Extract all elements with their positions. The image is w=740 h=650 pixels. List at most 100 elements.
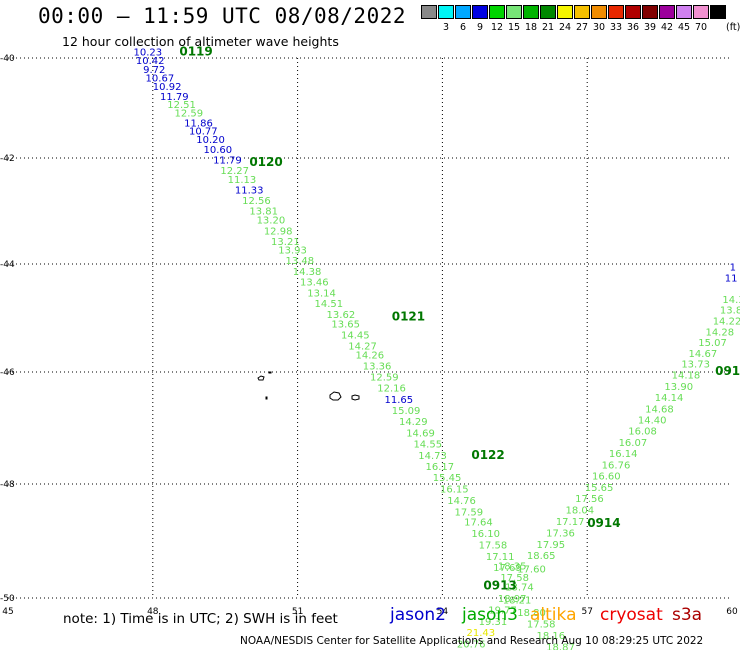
wave-height-value: 12.27	[220, 166, 249, 177]
wave-height-value: 10.20	[196, 135, 225, 146]
wave-height-value: 13.20	[257, 216, 286, 227]
wave-height-value: 14.3	[722, 295, 740, 306]
wave-height-value: 12.59	[175, 109, 204, 120]
wave-height-value: 11.13	[228, 175, 257, 186]
satellite-legend-item: altika	[530, 605, 577, 625]
colorbar-label: 15	[507, 22, 521, 33]
colorbar-label: 6	[459, 22, 467, 33]
wave-height-value: 13.93	[278, 245, 307, 256]
wave-height-value: 14.14	[655, 393, 684, 404]
wave-height-value: 19.77	[488, 605, 517, 616]
colorbar-label: 33	[609, 22, 623, 33]
colorbar-swatch	[455, 5, 471, 19]
wave-height-value: 13.73	[681, 360, 710, 371]
wave-height-value: 11.65	[384, 395, 413, 406]
colorbar-label: 18	[524, 22, 538, 33]
wave-height-value: 14.27	[348, 341, 377, 352]
wave-height-value: 12.56	[242, 196, 271, 207]
wave-height-value: 14.76	[447, 496, 476, 507]
colorbar-label: 24	[558, 22, 572, 33]
wave-height-value: 10.92	[153, 82, 182, 93]
colorbar-label: 21	[541, 22, 555, 33]
wave-height-value: 10.67	[146, 74, 175, 85]
wave-height-value: 16.14	[609, 449, 638, 460]
pass-time-label: 0913	[483, 578, 516, 592]
pass-time-label: 0121	[392, 310, 425, 324]
island-outline	[268, 371, 272, 374]
wave-height-value: 18.21	[503, 596, 532, 607]
longitude-tick-label: 45	[2, 607, 13, 617]
wave-height-value: 13.46	[300, 278, 329, 289]
latitude-tick-label: -46	[0, 368, 15, 378]
wave-height-value: 17.59	[454, 507, 483, 518]
wave-height-value: 14.55	[413, 440, 442, 451]
wave-height-value: 12.98	[264, 226, 293, 237]
wave-height-value: 17.69	[493, 563, 522, 574]
wave-height-value: 16.07	[619, 438, 648, 449]
wave-height-value: 18.74	[505, 583, 534, 594]
wave-height-value: 14.22	[713, 316, 740, 327]
colorbar-swatch	[472, 5, 488, 19]
wave-height-value: 17.58	[527, 620, 556, 631]
wave-height-value: 13.81	[249, 207, 278, 218]
satellite-legend-item: cryosat	[600, 605, 663, 625]
wave-height-value: 14.45	[341, 331, 370, 342]
wave-height-value: 14.69	[406, 428, 435, 439]
wave-height-value: 14.68	[645, 404, 674, 415]
pass-time-label: 0120	[249, 155, 282, 169]
island-outline	[265, 396, 268, 400]
latitude-tick-label: -48	[0, 480, 15, 490]
colorbar-swatch	[540, 5, 556, 19]
longitude-tick-label: 60	[726, 607, 738, 617]
satellite-legend-item: s3a	[672, 605, 703, 625]
wave-height-value: 18.16	[537, 631, 566, 642]
pass-time-label: 0119	[179, 45, 212, 59]
longitude-tick-label: 48	[147, 607, 159, 617]
wave-height-value: 14.26	[356, 351, 385, 362]
wave-height-value: 17.58	[500, 573, 529, 584]
latitude-tick-label: -44	[0, 260, 15, 270]
wave-height-value: 16.15	[440, 485, 469, 496]
colorbar-swatch	[659, 5, 675, 19]
island-outline	[351, 394, 360, 401]
wave-height-value: 13.62	[327, 310, 356, 321]
colorbar-label: 3	[442, 22, 450, 33]
satellite-legend-item: jason3	[462, 605, 518, 625]
island-outline	[329, 391, 342, 401]
wave-height-value: 13.21	[271, 237, 300, 248]
colorbar-label: 9	[476, 22, 484, 33]
wave-height-value: 14.67	[689, 349, 718, 360]
wave-height-value: 11.79	[160, 92, 189, 103]
colorbar-label: 45	[677, 22, 691, 33]
colorbar-swatch	[557, 5, 573, 19]
wave-height-value: 14.40	[638, 416, 667, 427]
wave-height-value: 11.79	[213, 155, 242, 166]
wave-height-value: 17.36	[546, 528, 575, 539]
wave-height-value: 18.97	[498, 594, 527, 605]
colorbar-swatch	[642, 5, 658, 19]
wave-height-value: 18.04	[565, 506, 594, 517]
wave-height-value: 12.59	[370, 372, 399, 383]
latitude-tick-label: -50	[0, 594, 15, 604]
wave-height-value: 16.60	[592, 472, 621, 483]
longitude-tick-label: 57	[581, 607, 592, 617]
wave-height-value: 18.35	[498, 562, 527, 573]
island-outline	[257, 375, 265, 381]
wave-height-value: 11	[725, 273, 738, 284]
colorbar-swatch	[506, 5, 522, 19]
pass-time-label: 0914	[587, 516, 620, 530]
wave-height-value: 13.87	[720, 306, 740, 317]
page-subtitle: 12 hour collection of altimeter wave hei…	[62, 34, 339, 49]
colorbar-label: 36	[626, 22, 640, 33]
wave-height-value: 13.90	[664, 382, 693, 393]
wave-height-value: 15.65	[585, 483, 614, 494]
wave-height-value: 18.65	[527, 551, 556, 562]
wave-height-value: 18.80	[517, 608, 546, 619]
colorbar-swatch	[421, 5, 437, 19]
wave-height-value: 14.29	[399, 417, 428, 428]
wave-height-value: 17.58	[479, 540, 508, 551]
colorbar-label: 70	[694, 22, 708, 33]
wave-height-value: 16.10	[471, 529, 500, 540]
colorbar-swatch	[438, 5, 454, 19]
colorbar-label: 30	[592, 22, 606, 33]
